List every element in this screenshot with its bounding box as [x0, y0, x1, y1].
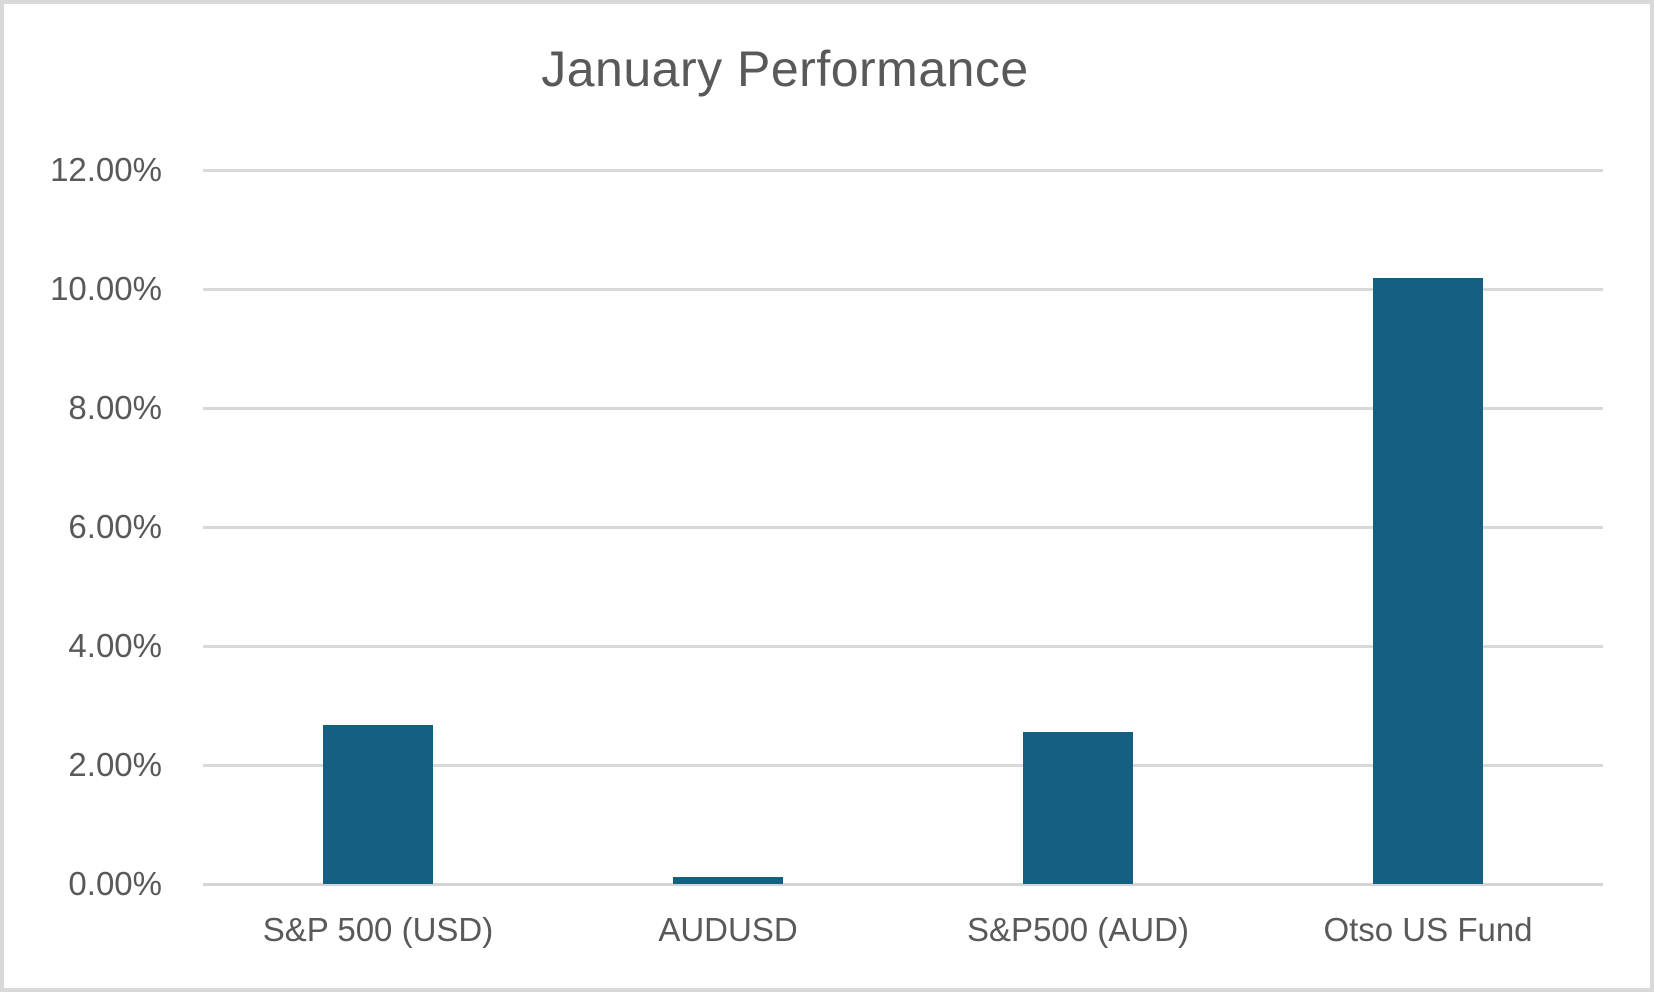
- chart-title: January Performance: [541, 41, 1029, 97]
- y-axis-tick-label: 10.00%: [50, 270, 162, 307]
- gridline: [203, 525, 1603, 529]
- bar-s-p500-aud: [1023, 732, 1133, 884]
- y-axis-tick-label: 12.00%: [50, 151, 162, 188]
- gridline: [203, 406, 1603, 410]
- y-axis-tick-label: 6.00%: [68, 508, 162, 545]
- y-axis-tick-label: 4.00%: [68, 627, 162, 664]
- x-axis-baseline: [203, 882, 1603, 886]
- gridline: [203, 644, 1603, 648]
- y-axis-tick-label: 2.00%: [68, 746, 162, 783]
- bar-s-p-500-usd: [323, 724, 433, 884]
- gridline: [203, 168, 1603, 172]
- x-axis-category-label: Otso US Fund: [1323, 911, 1533, 948]
- x-axis-category-label: S&P 500 (USD): [262, 911, 494, 948]
- gridline: [203, 763, 1603, 767]
- y-axis-tick-label: 0.00%: [68, 865, 162, 902]
- bar-audusd: [673, 876, 783, 884]
- x-axis-category-label: AUDUSD: [658, 911, 798, 948]
- bar-otso-us-fund: [1373, 278, 1483, 884]
- x-axis-category-label: S&P500 (AUD): [967, 911, 1189, 948]
- y-axis-tick-label: 8.00%: [68, 389, 162, 426]
- plot-area: [203, 168, 1603, 886]
- gridline: [203, 287, 1603, 291]
